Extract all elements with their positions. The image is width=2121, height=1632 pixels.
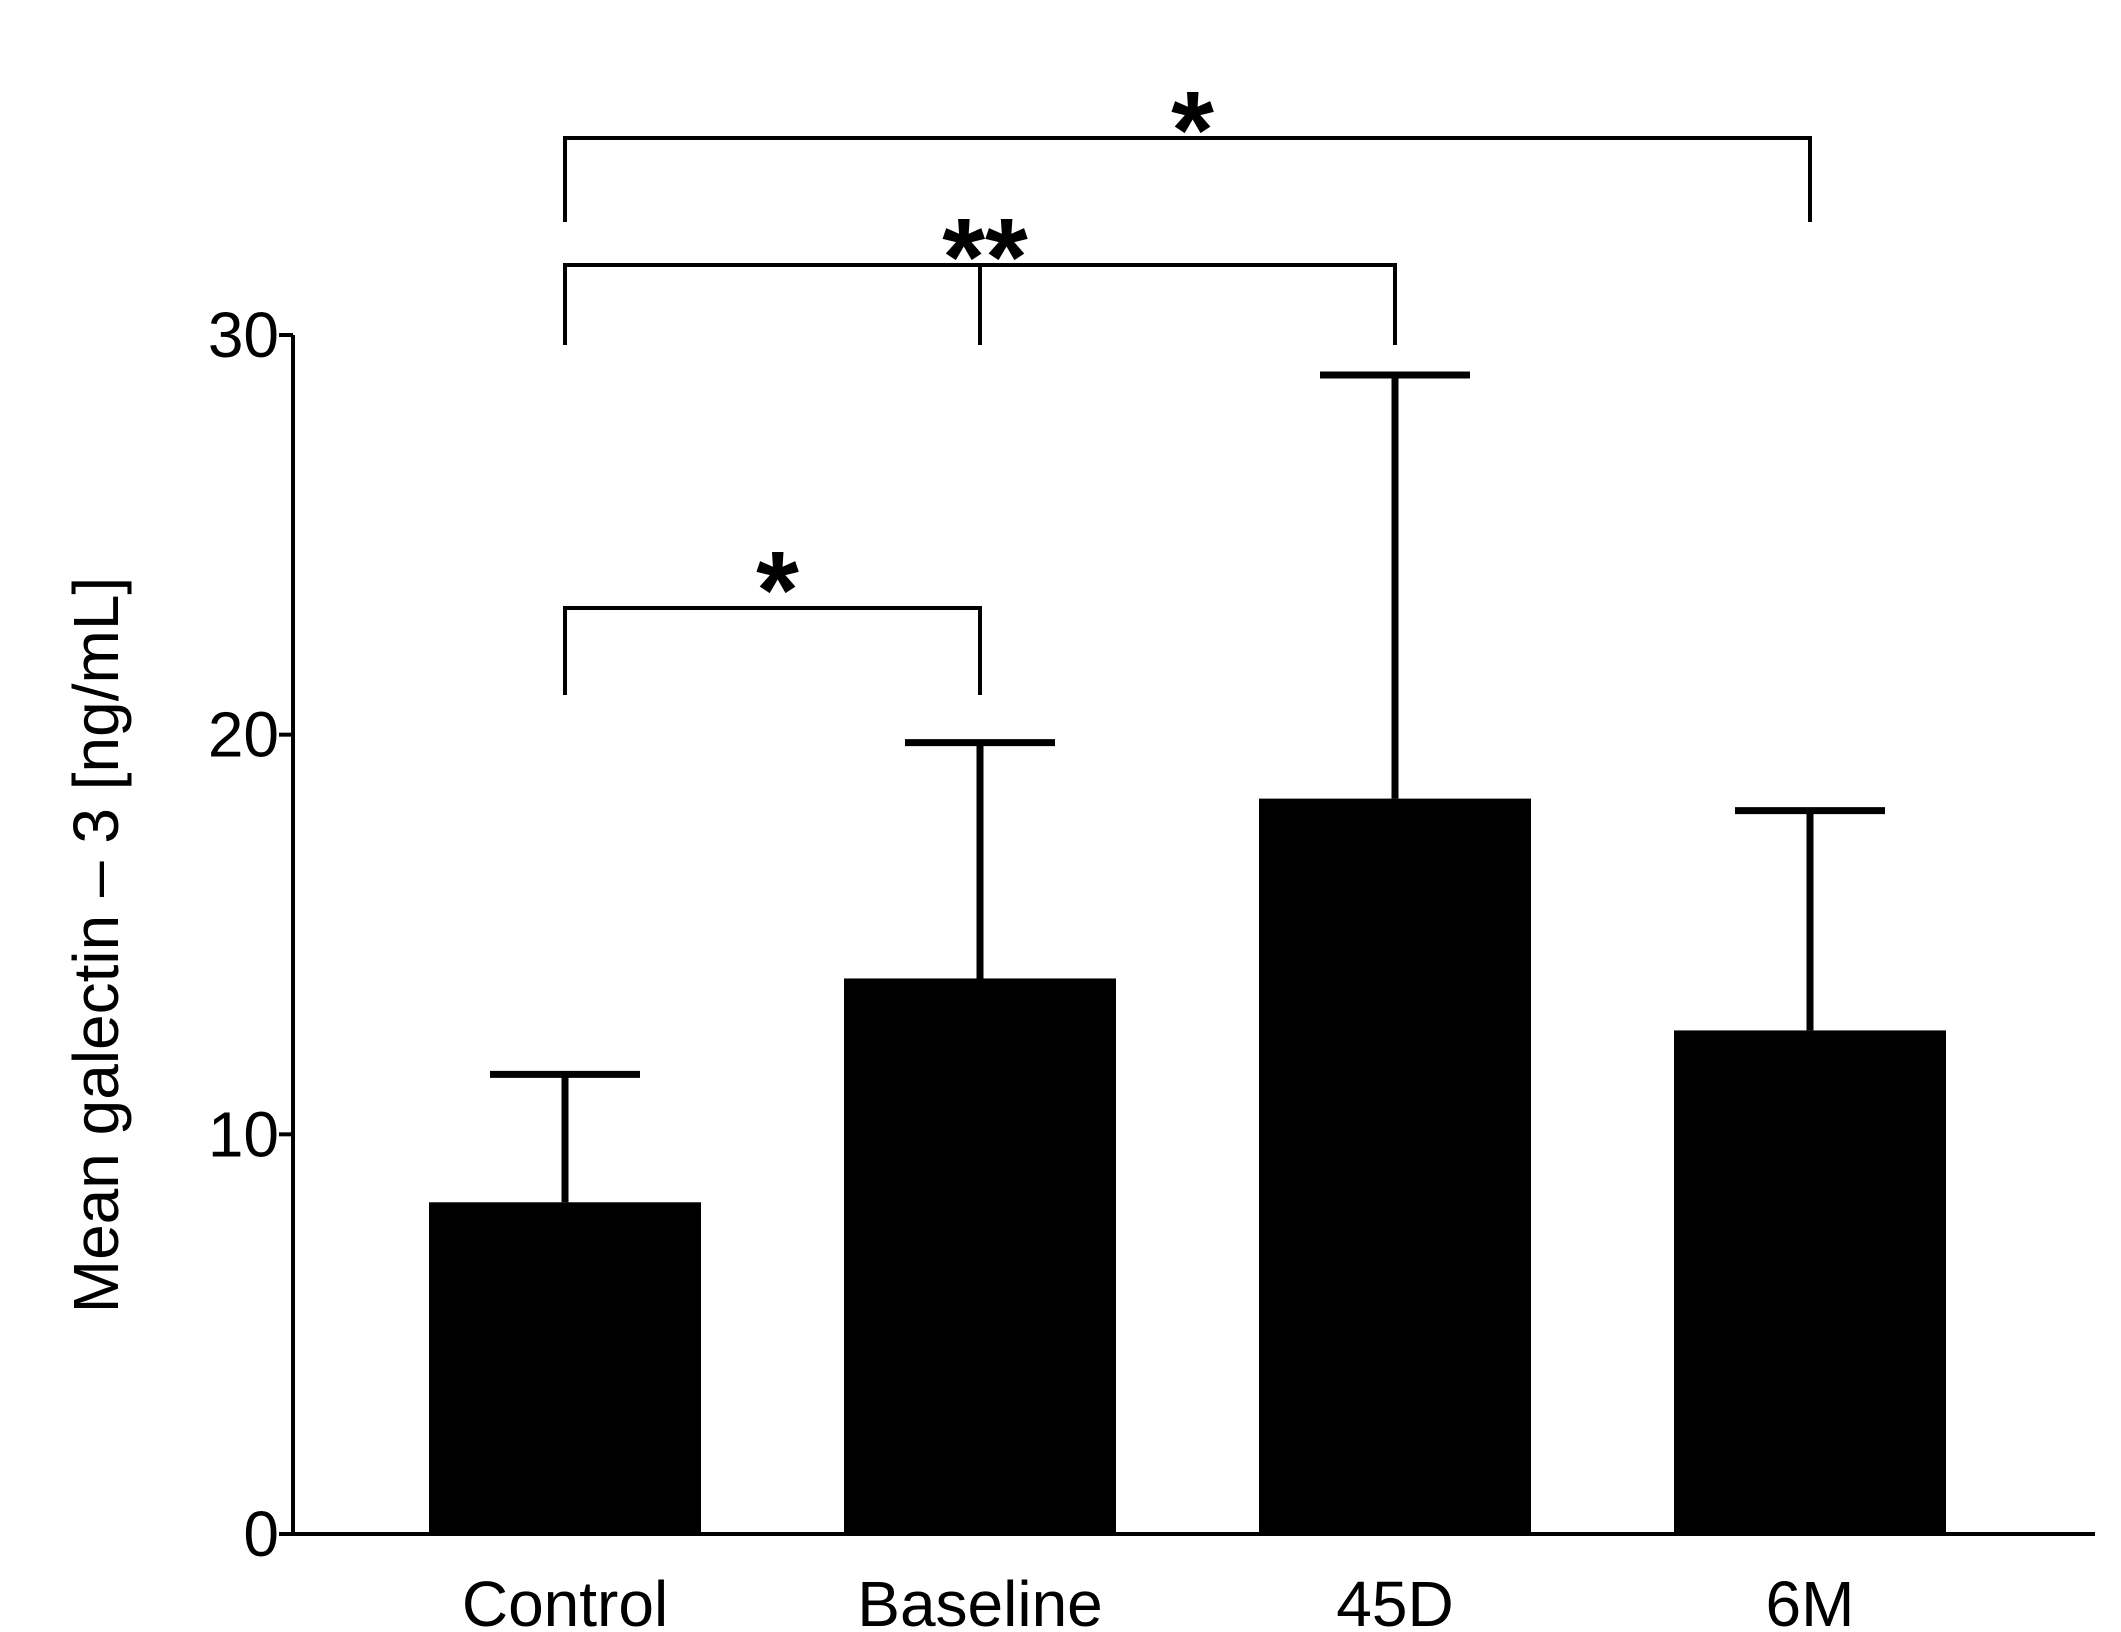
bracket-line (563, 263, 1397, 345)
bar-control (429, 1202, 701, 1534)
bracket-line (563, 136, 1812, 222)
significance-bracket: * (563, 529, 982, 695)
x-tick-label: 6M (1766, 1568, 1855, 1632)
x-tick-label: Control (462, 1568, 668, 1632)
y-tick-label: 10 (208, 1098, 279, 1170)
y-tick-label: 20 (208, 699, 279, 771)
y-tick-label: 0 (243, 1498, 279, 1570)
x-tick-label: 45D (1336, 1568, 1453, 1632)
bar-baseline (844, 978, 1116, 1534)
bar-6m (1674, 1030, 1946, 1534)
significance-label: * (1171, 69, 1214, 192)
bar-45d (1259, 798, 1531, 1534)
y-tick-label: 30 (208, 299, 279, 371)
significance-label: * (756, 529, 799, 652)
y-axis: 0 10 20 30 (208, 299, 295, 1570)
y-axis-label: Mean galectin – 3 [ng/mL] (60, 577, 132, 1313)
x-axis: Control Baseline 45D 6M (291, 1532, 2095, 1632)
x-tick-label: Baseline (857, 1568, 1103, 1632)
significance-label: ** (942, 196, 1028, 319)
significance-bracket: ** (563, 196, 1397, 345)
significance-bracket: * (563, 69, 1812, 222)
plot-area: **** (429, 69, 1946, 1534)
bracket-line (563, 606, 982, 695)
